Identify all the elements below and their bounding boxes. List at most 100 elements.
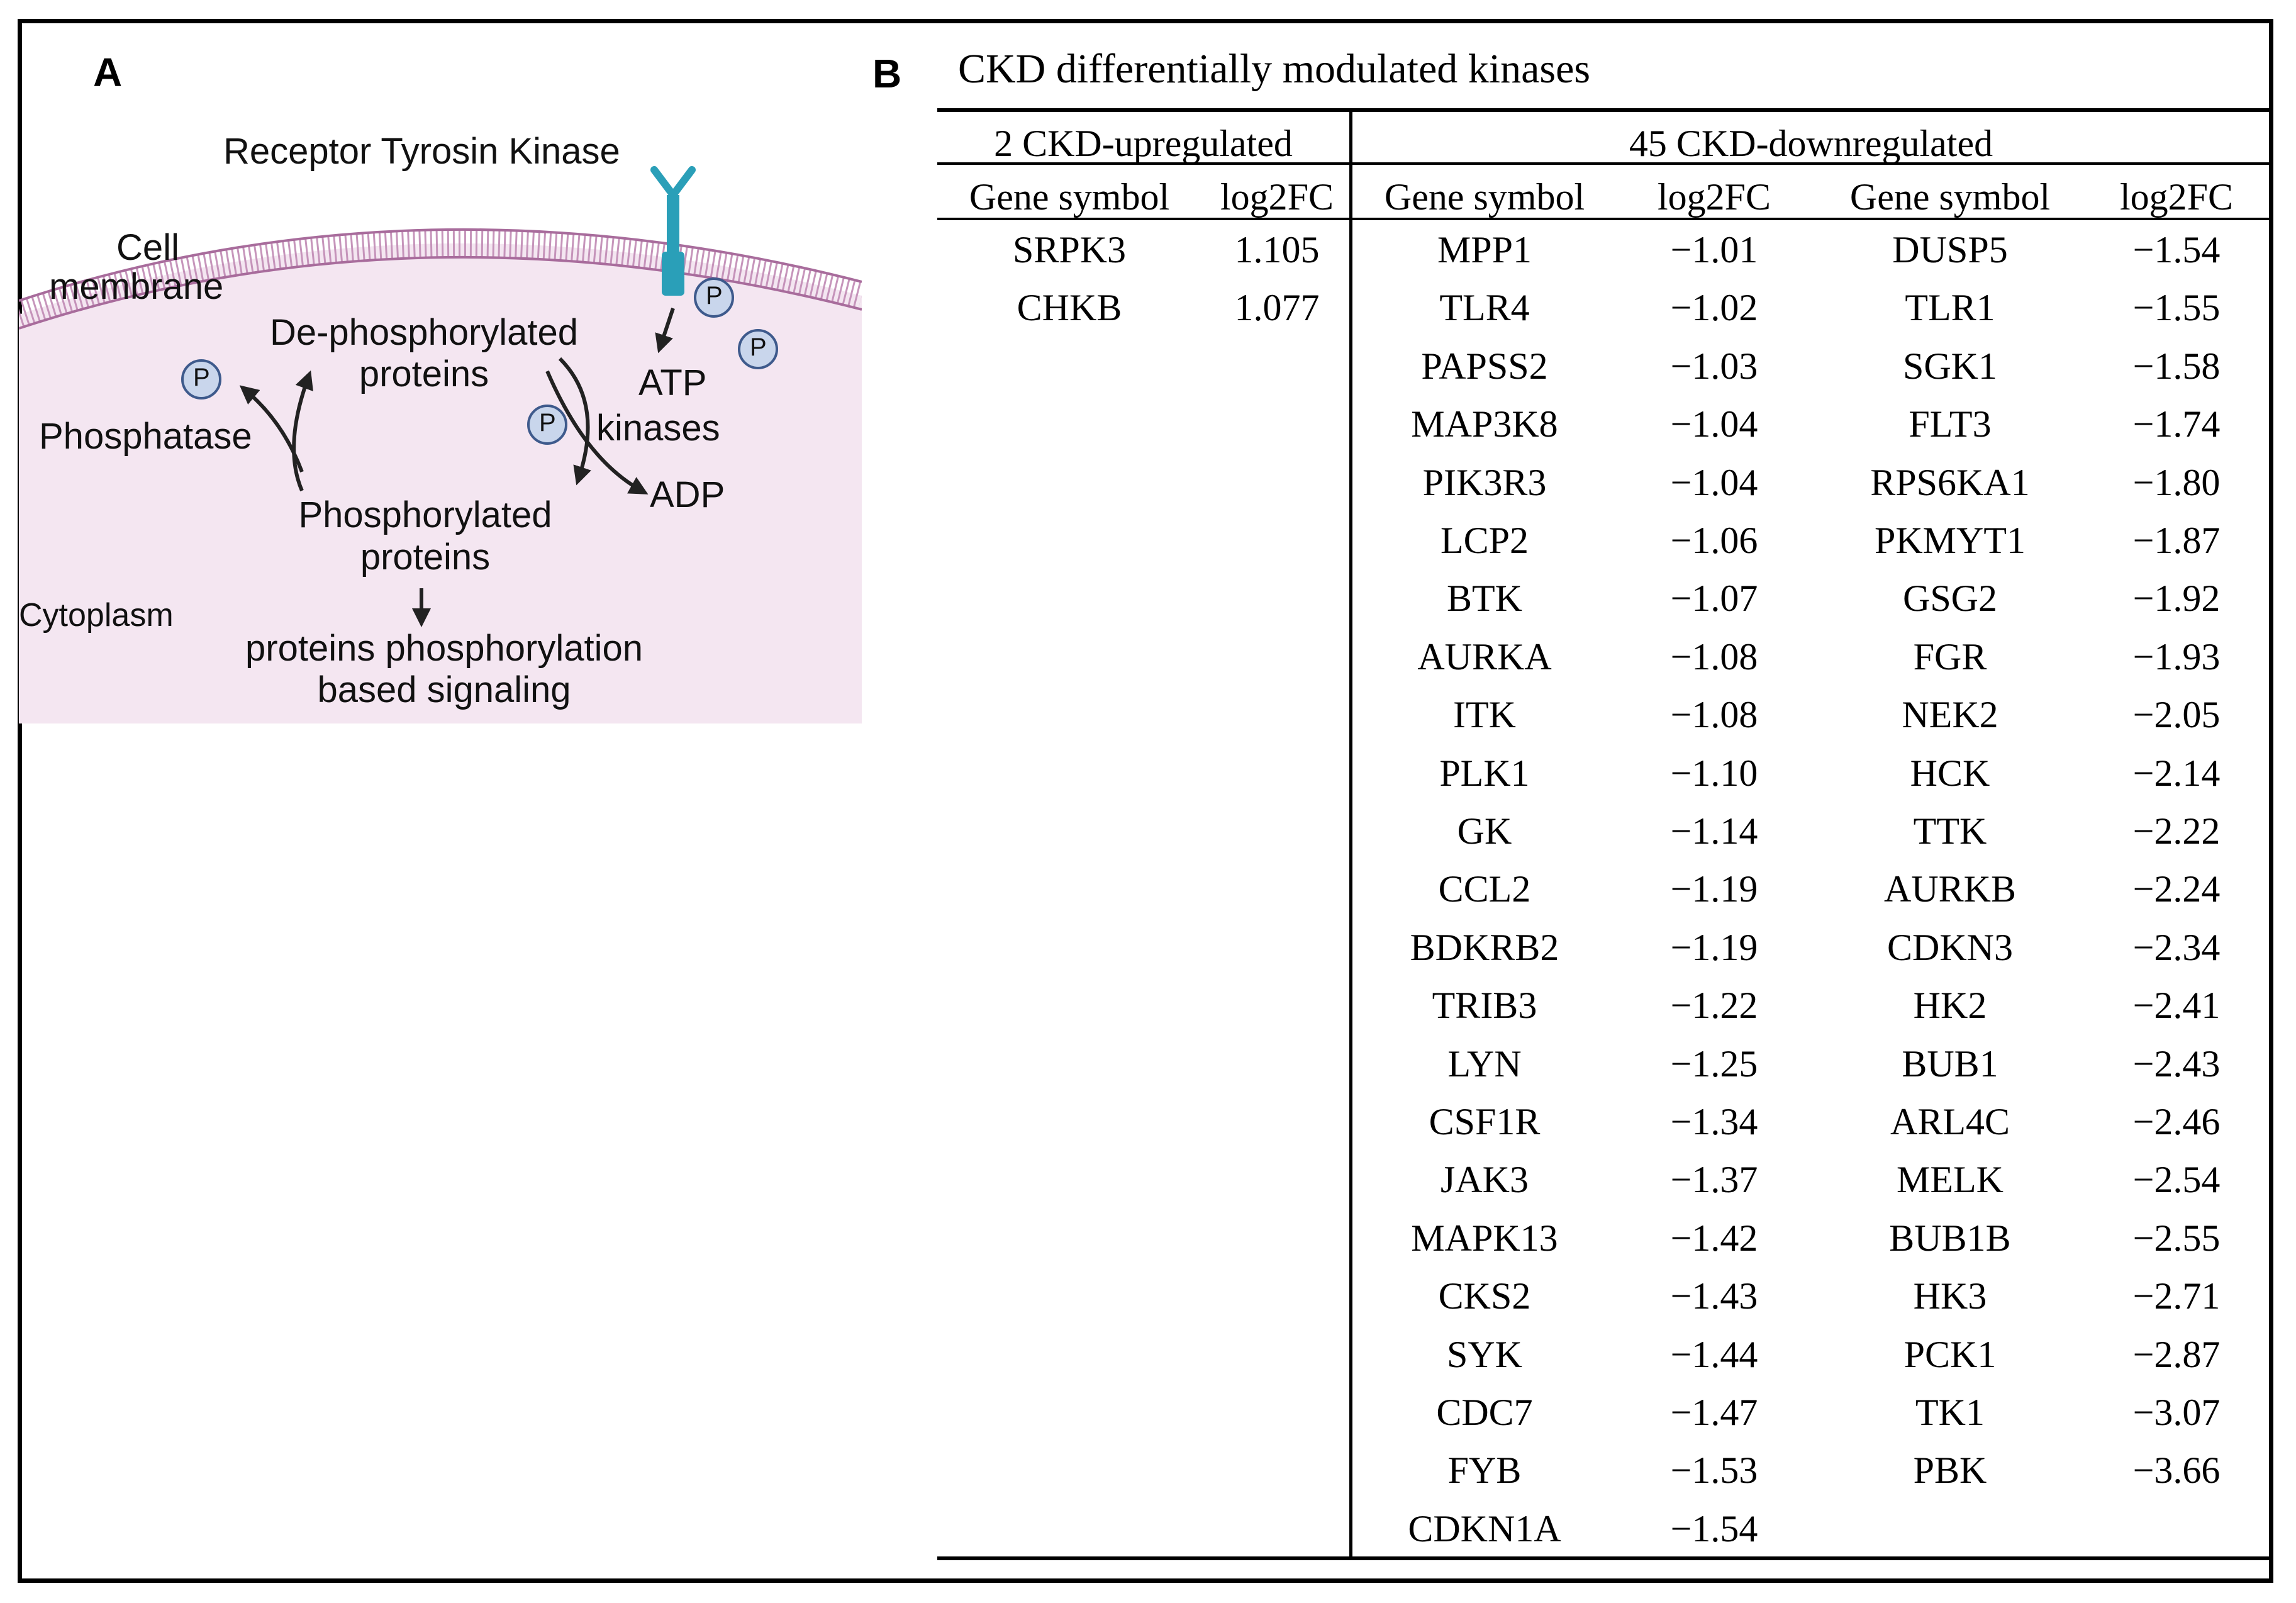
log2fc-cell: −1.92 xyxy=(2132,578,2221,619)
phosphorylated-label-1: Phosphorylated xyxy=(298,494,552,535)
log2fc-cell: −1.04 xyxy=(1670,403,1758,445)
adp-label: ADP xyxy=(650,474,725,515)
gene-symbol-cell: TLR1 xyxy=(1905,287,1995,328)
log2fc-cell: −1.42 xyxy=(1670,1217,1758,1259)
log2fc-cell: −1.19 xyxy=(1670,868,1758,910)
log2fc-cell: −2.46 xyxy=(2132,1101,2221,1142)
header-bottom-rule xyxy=(937,218,2270,220)
log2fc-cell: −1.34 xyxy=(1670,1101,1758,1142)
gene-symbol-cell: JAK3 xyxy=(1440,1159,1529,1200)
log2fc-cell: −2.22 xyxy=(2132,810,2221,852)
gene-symbol-cell: CSF1R xyxy=(1429,1101,1541,1142)
col-header-gene-down-1: Gene symbol xyxy=(1384,176,1585,218)
gene-symbol-cell: ARL4C xyxy=(1890,1101,2010,1142)
kinases-label: kinases xyxy=(596,408,720,449)
group-header-upregulated: 2 CKD-upregulated xyxy=(994,123,1293,164)
log2fc-cell: −1.55 xyxy=(2132,287,2221,328)
panel-a-letter: A xyxy=(93,50,123,95)
log2fc-cell: −1.37 xyxy=(1670,1159,1758,1200)
group-header-downregulated: 45 CKD-downregulated xyxy=(1629,123,1993,164)
gene-symbol-cell: HK2 xyxy=(1913,985,1987,1026)
gene-symbol-cell: PKMYT1 xyxy=(1874,520,2026,561)
phosphate-icon-3 xyxy=(527,405,567,445)
gene-symbol-cell: AURKB xyxy=(1883,868,2017,910)
receptor-icon xyxy=(650,166,696,296)
gene-symbol-cell: DUSP5 xyxy=(1892,229,2008,271)
gene-symbol-cell: BUB1B xyxy=(1889,1217,2011,1259)
cytoplasm-label: Cytoplasm xyxy=(19,597,174,634)
phosphate-label-4: P xyxy=(193,364,210,391)
gene-symbol-cell: RPS6KA1 xyxy=(1870,462,2030,503)
log2fc-cell: −1.54 xyxy=(1670,1508,1758,1550)
gene-symbol-cell: HCK xyxy=(1910,752,1990,794)
gene-symbol-cell: CHKB xyxy=(1017,287,1122,328)
table-top-rule xyxy=(937,108,2270,112)
gene-symbol-cell: BUB1 xyxy=(1902,1043,1998,1085)
phosphatase-label: Phosphatase xyxy=(39,416,252,457)
log2fc-cell: −1.43 xyxy=(1670,1275,1758,1317)
log2fc-cell: −1.06 xyxy=(1670,520,1758,561)
gene-symbol-cell: TK1 xyxy=(1915,1392,1985,1433)
cytoplasm-region xyxy=(19,243,862,723)
panel-b-letter: B xyxy=(872,51,902,96)
arrow-kinase-curve-1 xyxy=(558,357,591,486)
col-header-gene-down-2: Gene symbol xyxy=(1849,176,2051,218)
log2fc-cell: −1.44 xyxy=(1670,1334,1758,1375)
gene-symbol-cell: FLT3 xyxy=(1909,403,1992,445)
log2fc-cell: −1.01 xyxy=(1670,229,1758,271)
log2fc-cell: −1.08 xyxy=(1670,636,1758,678)
gene-symbol-cell: CCL2 xyxy=(1438,868,1531,910)
log2fc-cell: −2.41 xyxy=(2132,985,2221,1026)
atp-label: ATP xyxy=(638,362,707,403)
log2fc-cell: −1.08 xyxy=(1670,694,1758,735)
group-up-underline xyxy=(937,162,1352,165)
gene-symbol-cell: PCK1 xyxy=(1903,1334,1997,1375)
log2fc-cell: −2.55 xyxy=(2132,1217,2221,1259)
log2fc-cell: 1.077 xyxy=(1234,287,1320,328)
gene-symbol-cell: MELK xyxy=(1897,1159,2003,1200)
gene-symbol-cell: CDKN1A xyxy=(1408,1508,1561,1550)
gene-symbol-cell: NEK2 xyxy=(1902,694,1998,735)
table-bottom-rule xyxy=(937,1556,2270,1560)
signaling-label-2: based signaling xyxy=(317,669,571,710)
log2fc-cell: −2.43 xyxy=(2132,1043,2221,1085)
log2fc-cell: −1.53 xyxy=(1670,1449,1758,1491)
gene-symbol-cell: PIK3R3 xyxy=(1422,462,1547,503)
gene-symbol-cell: FYB xyxy=(1447,1449,1522,1491)
gene-symbol-cell: SRPK3 xyxy=(1012,229,1127,271)
receptor-label: Receptor Tyrosin Kinase xyxy=(223,131,620,172)
log2fc-cell: −1.58 xyxy=(2132,345,2221,387)
gene-symbol-cell: HK3 xyxy=(1913,1275,1987,1317)
gene-symbol-cell: CDC7 xyxy=(1436,1392,1533,1433)
log2fc-cell: −3.07 xyxy=(2132,1392,2221,1433)
phosphate-icon-4 xyxy=(181,359,221,399)
log2fc-cell: −2.24 xyxy=(2132,868,2221,910)
gene-symbol-cell: FGR xyxy=(1913,636,1987,678)
log2fc-cell: −1.10 xyxy=(1670,752,1758,794)
log2fc-cell: −2.71 xyxy=(2132,1275,2221,1317)
table-divider xyxy=(1349,108,1352,1559)
cell-membrane-label-2: membrane xyxy=(49,266,224,307)
gene-symbol-cell: CDKN3 xyxy=(1886,927,2013,968)
phosphate-label-2: P xyxy=(750,333,767,361)
gene-symbol-cell: SYK xyxy=(1446,1334,1523,1375)
arrow-phos-to-dephos xyxy=(292,370,313,492)
log2fc-cell: −1.19 xyxy=(1670,927,1758,968)
gene-symbol-cell: BTK xyxy=(1447,578,1522,619)
gene-symbol-cell: PLK1 xyxy=(1439,752,1530,794)
gene-symbol-cell: MAP3K8 xyxy=(1411,403,1558,445)
log2fc-cell: −1.47 xyxy=(1670,1392,1758,1433)
gene-symbol-cell: TLR4 xyxy=(1439,287,1530,328)
log2fc-cell: 1.105 xyxy=(1234,229,1320,271)
gene-symbol-cell: SGK1 xyxy=(1902,345,1998,387)
gene-symbol-cell: MAPK13 xyxy=(1411,1217,1558,1259)
gene-symbol-cell: TTK xyxy=(1913,810,1987,852)
gene-symbol-cell: PAPSS2 xyxy=(1421,345,1548,387)
log2fc-cell: −1.80 xyxy=(2132,462,2221,503)
kinase-signaling-diagram: P P P P Receptor Tyrosin Kinase Cell mem… xyxy=(19,107,862,730)
diagram-graphics xyxy=(19,166,862,723)
log2fc-cell: −1.93 xyxy=(2132,636,2221,678)
gene-symbol-cell: BDKRB2 xyxy=(1410,927,1559,968)
phosphate-label-3: P xyxy=(539,409,556,437)
log2fc-cell: −1.25 xyxy=(1670,1043,1758,1085)
